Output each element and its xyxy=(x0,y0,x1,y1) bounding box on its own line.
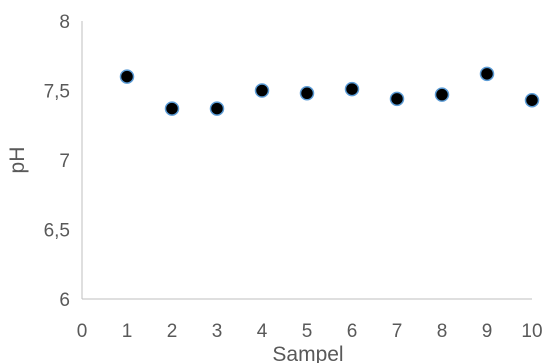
axes xyxy=(81,21,532,300)
y-tick-label: 7,5 xyxy=(44,82,70,103)
data-point xyxy=(389,91,405,107)
x-tick-label: 0 xyxy=(77,321,88,342)
data-point xyxy=(299,86,315,101)
x-tick-label: 6 xyxy=(347,321,358,342)
data-point xyxy=(344,81,360,97)
x-tick-label: 4 xyxy=(257,321,268,342)
x-tick-label: 9 xyxy=(482,321,493,342)
x-tick-label: 3 xyxy=(212,321,223,342)
x-tick-labels: 0 1 2 3 4 5 6 7 8 9 10 xyxy=(77,321,543,342)
y-tick-label: 8 xyxy=(59,12,70,33)
x-tick-label: 8 xyxy=(437,321,448,342)
data-point xyxy=(164,101,180,116)
x-tick-label: 2 xyxy=(167,321,178,342)
y-tick-labels: 6 6,5 7 7,5 8 xyxy=(44,12,70,311)
x-axis-title: Sampel xyxy=(272,343,343,363)
data-point xyxy=(434,87,450,102)
y-tick-label: 7 xyxy=(59,151,70,172)
data-points xyxy=(119,66,540,116)
data-point xyxy=(524,92,540,108)
y-axis-title: pH xyxy=(6,147,29,174)
x-tick-label: 5 xyxy=(302,321,313,342)
y-tick-label: 6 xyxy=(59,290,70,311)
data-point xyxy=(479,66,495,82)
data-point xyxy=(254,83,270,98)
x-tick-label: 10 xyxy=(521,321,542,342)
x-tick-label: 7 xyxy=(392,321,403,342)
data-point xyxy=(209,101,225,116)
data-point xyxy=(119,69,135,84)
y-tick-label: 6,5 xyxy=(44,221,70,242)
x-tick-label: 1 xyxy=(122,321,133,342)
